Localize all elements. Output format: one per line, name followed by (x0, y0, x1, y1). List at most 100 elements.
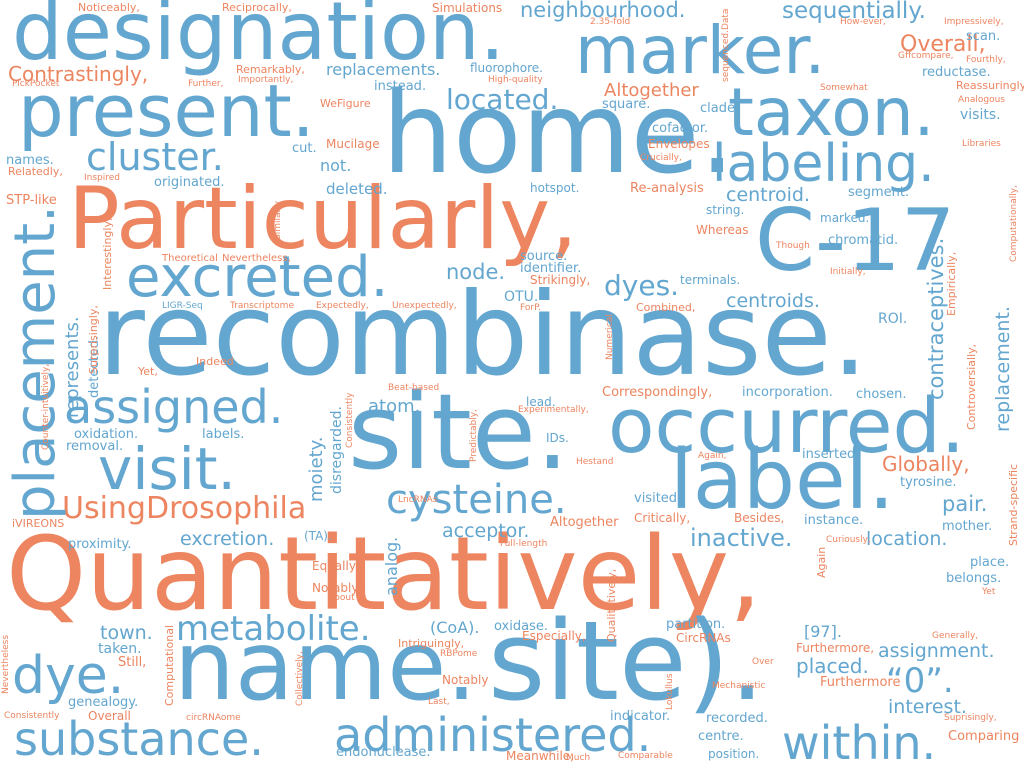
word: location. (866, 528, 948, 550)
word: Further, (188, 79, 224, 89)
word: Fourthly, (966, 55, 1006, 65)
word: Lokullus (665, 673, 675, 710)
word: Expectedly, (316, 301, 369, 311)
word: Importantly, (238, 75, 294, 85)
word: Furthermore, (796, 641, 875, 655)
word: Counter-intuitively, (41, 363, 51, 450)
word: (CoA). (430, 618, 480, 637)
word: genealogy. (68, 695, 139, 710)
word: interest. (888, 696, 967, 718)
word: OTU. (504, 289, 539, 305)
word: Strikingly, (530, 273, 591, 287)
word: instance. (804, 513, 864, 528)
word: Globally, (882, 452, 970, 476)
word: replacement. (992, 306, 1014, 432)
word: Hestand (576, 457, 614, 467)
word: substance. (14, 712, 264, 766)
word: Full-length (500, 539, 548, 549)
word: cysteine. (386, 477, 567, 523)
word: Much (566, 753, 591, 763)
word: Especially, (522, 629, 586, 643)
word: PickPocket (12, 79, 60, 89)
word: Noticeably, (78, 1, 140, 14)
word: Analogous (958, 95, 1005, 105)
word: Correspondingly, (602, 385, 713, 400)
word: Particularly, (68, 169, 578, 269)
word: Theoretical (162, 253, 218, 264)
word: recorded. (706, 711, 768, 726)
word: Somewhat (820, 83, 868, 93)
word: CircRNAs (676, 631, 731, 645)
word: Notably, (312, 581, 363, 595)
word: site. (348, 371, 569, 493)
word: C-17 (755, 191, 956, 291)
word: Surprisingly, (87, 305, 100, 374)
word: Simulations (432, 1, 503, 15)
word: inserted. (802, 447, 860, 462)
word: cluster. (86, 135, 224, 179)
word: Libraries (962, 139, 1001, 149)
word: Remarkably, (236, 63, 305, 76)
word: indicator. (610, 709, 671, 724)
word: represents. (62, 316, 83, 418)
word: visits. (960, 107, 1001, 123)
word: names. (6, 153, 54, 168)
word: occurred. (608, 381, 965, 470)
word: not. (320, 156, 352, 175)
word: taken. (98, 641, 142, 657)
word: labeling. (712, 134, 935, 194)
word: Controversially, (965, 343, 978, 430)
word: Furthermore (820, 675, 901, 690)
word: Experimentally, (518, 405, 589, 415)
word: Gffcompare, (898, 51, 954, 61)
word: place. (970, 555, 1010, 570)
word: Altogether (550, 515, 619, 530)
word: fluorophore. (470, 61, 543, 75)
word: administered. (334, 708, 652, 762)
word: “0”. (886, 661, 954, 701)
word: analog. (382, 536, 401, 596)
word: acceptor. (442, 520, 530, 542)
word: oxidation. (74, 427, 139, 442)
word: centroid. (726, 184, 811, 206)
word: IDs. (546, 431, 569, 445)
word: Similarly (273, 200, 283, 240)
word: position. (708, 747, 760, 761)
word: dyes. (604, 269, 680, 302)
word: visited. (634, 491, 682, 506)
word: incorporation. (742, 385, 833, 400)
word: oxidase. (494, 619, 548, 634)
word: clade. (700, 101, 740, 116)
word: (TA). (304, 529, 332, 543)
word: marker. (575, 12, 826, 89)
word: 2.35-fold (590, 17, 631, 27)
word: High-quality (488, 75, 543, 85)
word: ForP. (520, 303, 541, 313)
word: Indeed (196, 355, 234, 368)
word: Contrastingly, (8, 62, 149, 86)
word: neighbourhood. (520, 0, 686, 22)
word: Again, (698, 451, 727, 461)
word: Still, (118, 655, 147, 670)
word: How-ever, (840, 17, 886, 27)
word: placed. (796, 654, 869, 678)
word: [97]. (804, 622, 842, 641)
word: moiety. (306, 436, 327, 503)
word: node. (446, 260, 506, 284)
word: segment. (848, 185, 910, 200)
word: Yet (982, 587, 996, 597)
word: cofactor. (652, 121, 709, 136)
word: assigned. (64, 380, 284, 434)
word: labels. (202, 427, 245, 442)
word: Re-analysis (630, 181, 704, 196)
word: Intriguingly, (398, 637, 465, 650)
word: Reciprocally, (222, 1, 292, 14)
word: About (328, 593, 355, 603)
word: Over (752, 657, 774, 667)
word: excretion. (180, 528, 275, 550)
word: replacements. (326, 60, 441, 79)
word: lead. (526, 395, 556, 409)
word: Comparing (948, 729, 1020, 744)
word: centre. (698, 729, 744, 744)
